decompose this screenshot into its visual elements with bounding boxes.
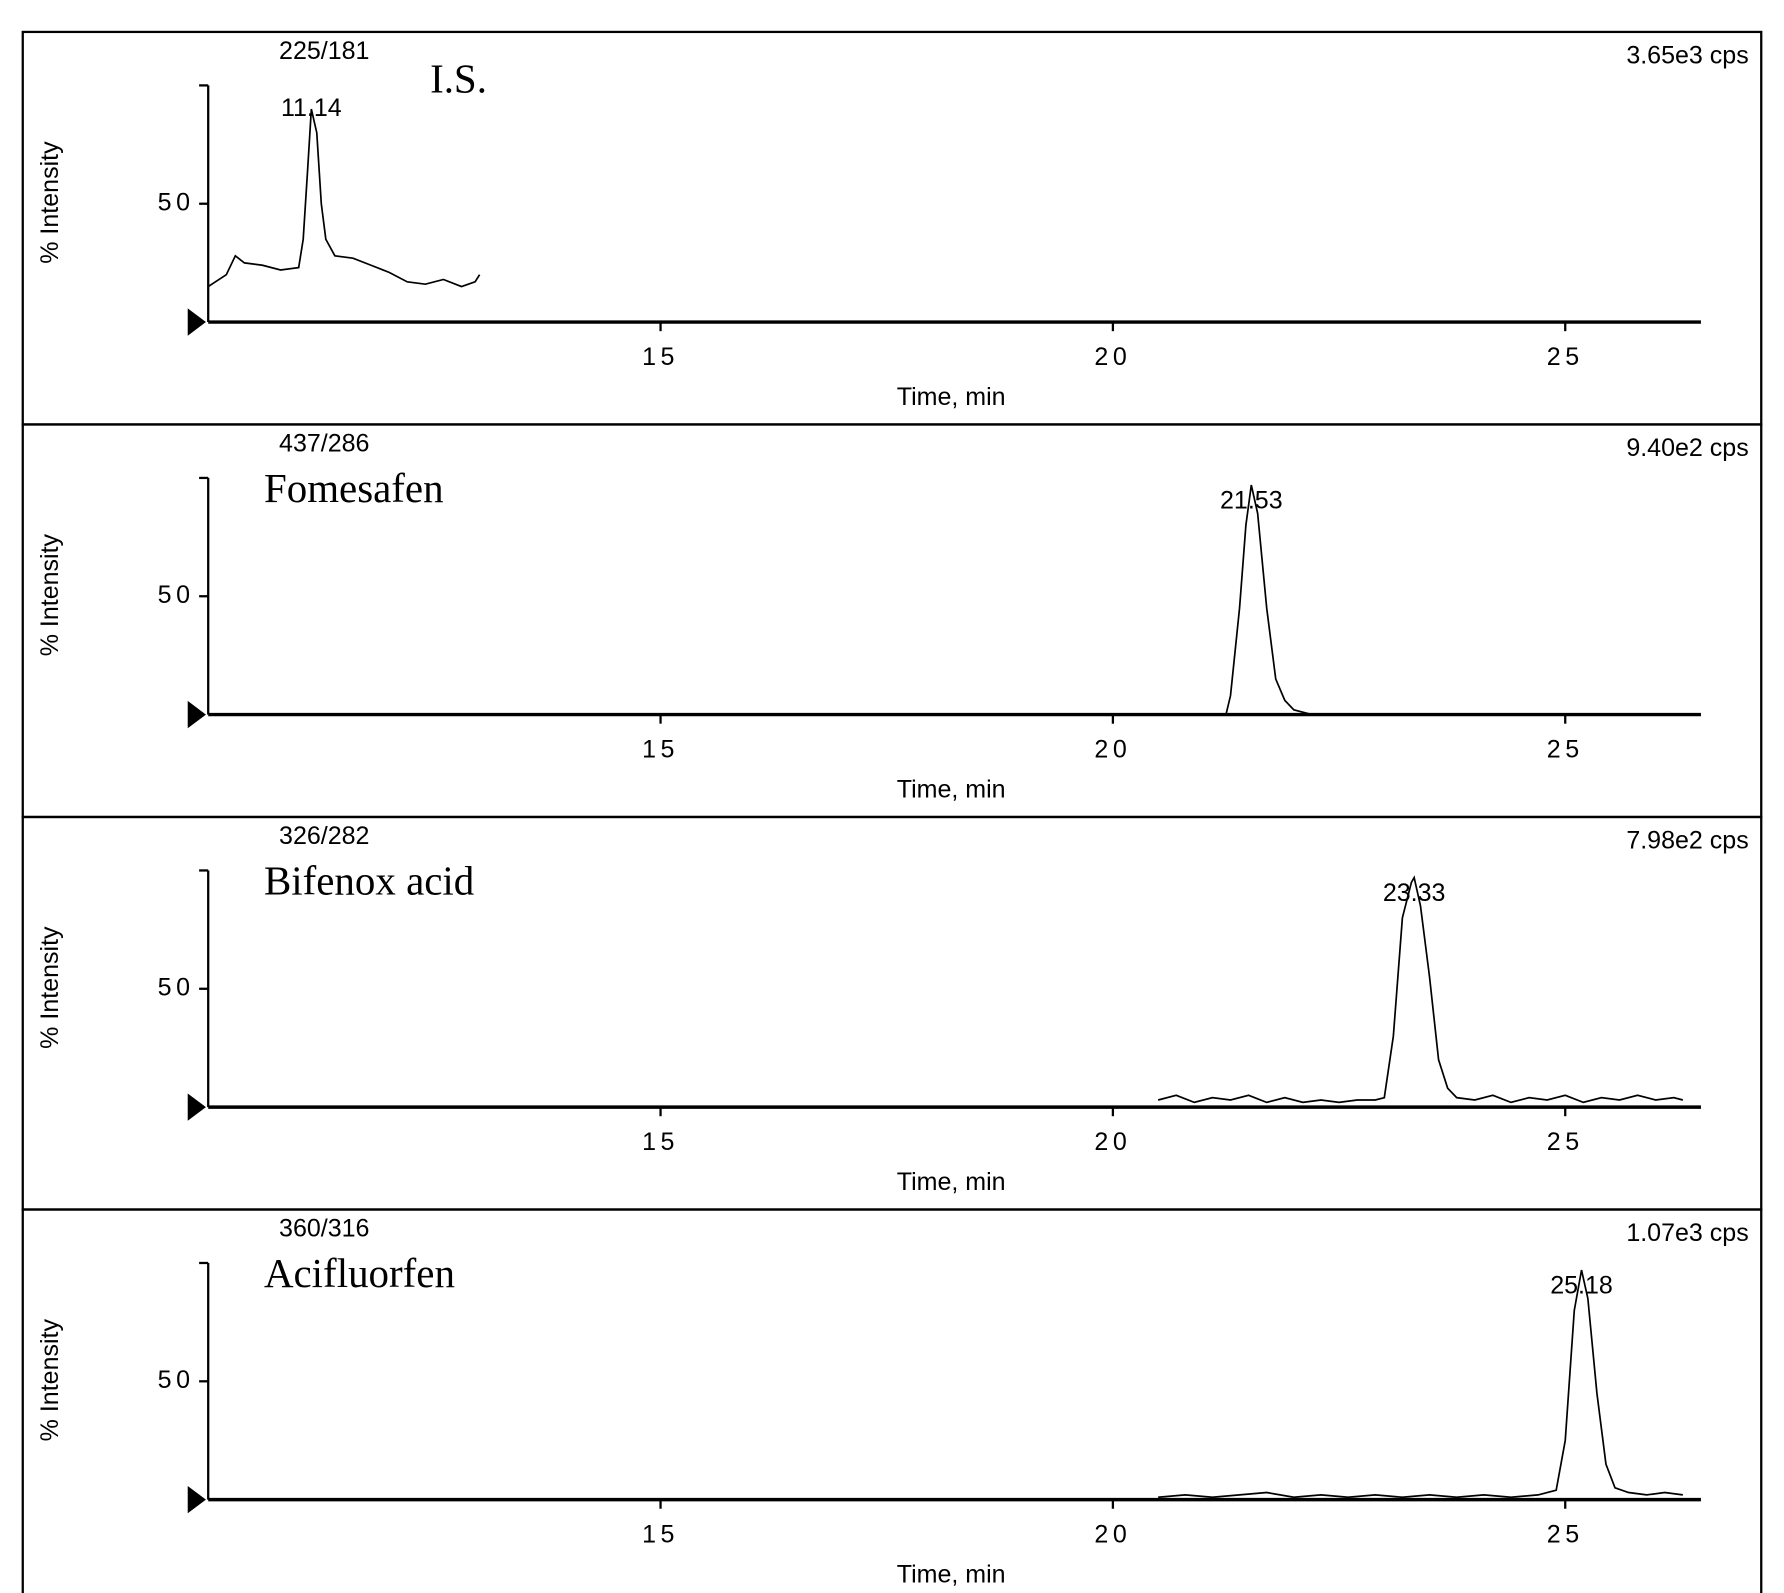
baseline-marker: [187, 1485, 206, 1514]
y-axis-label: % Intensity: [36, 1319, 64, 1442]
x-axis-label: Time, min: [897, 383, 1006, 411]
peak-label: 23.33: [1383, 879, 1446, 907]
trace: [1158, 1269, 1683, 1499]
x-tick-label: 25: [1547, 1128, 1584, 1156]
panel-border: [21, 30, 1763, 426]
trace: [1225, 484, 1313, 716]
compound-label: Acifluorfen: [264, 1251, 455, 1296]
x-tick-label: 15: [642, 343, 679, 371]
x-tick-label: 25: [1547, 343, 1584, 371]
baseline-marker: [187, 1093, 206, 1121]
x-tick-label: 15: [642, 736, 679, 764]
intensity-label: 9.40e2 cps: [1626, 434, 1748, 462]
intensity-label: 3.65e3 cps: [1626, 42, 1748, 70]
transition-label: 225/181: [279, 37, 369, 65]
x-tick-label: 15: [642, 1521, 679, 1549]
x-tick-label: 15: [642, 1128, 679, 1156]
compound-label: Bifenox acid: [264, 859, 474, 904]
x-tick-label: 25: [1547, 736, 1584, 764]
x-tick-label: 20: [1094, 1128, 1131, 1156]
x-tick-label: 20: [1094, 1521, 1131, 1549]
intensity-label: 7.98e2 cps: [1626, 827, 1748, 855]
panel: 360/316 1.07e3 cps Acifluorfen % Intensity T…: [21, 1208, 1763, 1593]
panel: 437/286 9.40e2 cps Fomesafen % Intensity Tim…: [21, 423, 1763, 819]
x-axis-label: Time, min: [897, 1560, 1006, 1588]
y-tick-label: 50: [158, 188, 195, 216]
x-tick-label: 25: [1547, 1521, 1584, 1549]
y-axis-label: % Intensity: [36, 926, 64, 1049]
peak-label: 21.53: [1220, 486, 1283, 514]
compound-label: I.S.: [430, 57, 487, 102]
panel: 326/282 7.98e2 cps Bifenox acid % Intensity…: [21, 815, 1763, 1211]
intensity-label: 1.07e3 cps: [1626, 1219, 1748, 1247]
y-tick-label: 50: [158, 581, 195, 609]
trace: [207, 108, 481, 288]
y-axis-label: % Intensity: [36, 141, 64, 264]
panel: 225/181 3.65e3 cps I.S. % Intensity Time, mi…: [21, 30, 1763, 426]
baseline-marker: [187, 308, 206, 336]
panel-border: [21, 1208, 1763, 1593]
baseline-marker: [187, 700, 206, 729]
x-tick-label: 20: [1094, 736, 1131, 764]
transition-label: 326/282: [279, 822, 369, 850]
y-axis-label: % Intensity: [36, 533, 64, 656]
y-tick-label: 50: [158, 973, 195, 1001]
transition-label: 437/286: [279, 430, 369, 458]
peak-label: 25.18: [1550, 1271, 1613, 1299]
peak-label: 11.14: [281, 94, 342, 122]
y-tick-label: 50: [158, 1366, 195, 1394]
transition-label: 360/316: [279, 1215, 369, 1243]
trace: [1157, 875, 1684, 1104]
x-axis-label: Time, min: [897, 775, 1006, 803]
x-tick-label: 20: [1094, 343, 1131, 371]
compound-label: Fomesafen: [264, 466, 444, 511]
x-axis-label: Time, min: [897, 1168, 1006, 1196]
